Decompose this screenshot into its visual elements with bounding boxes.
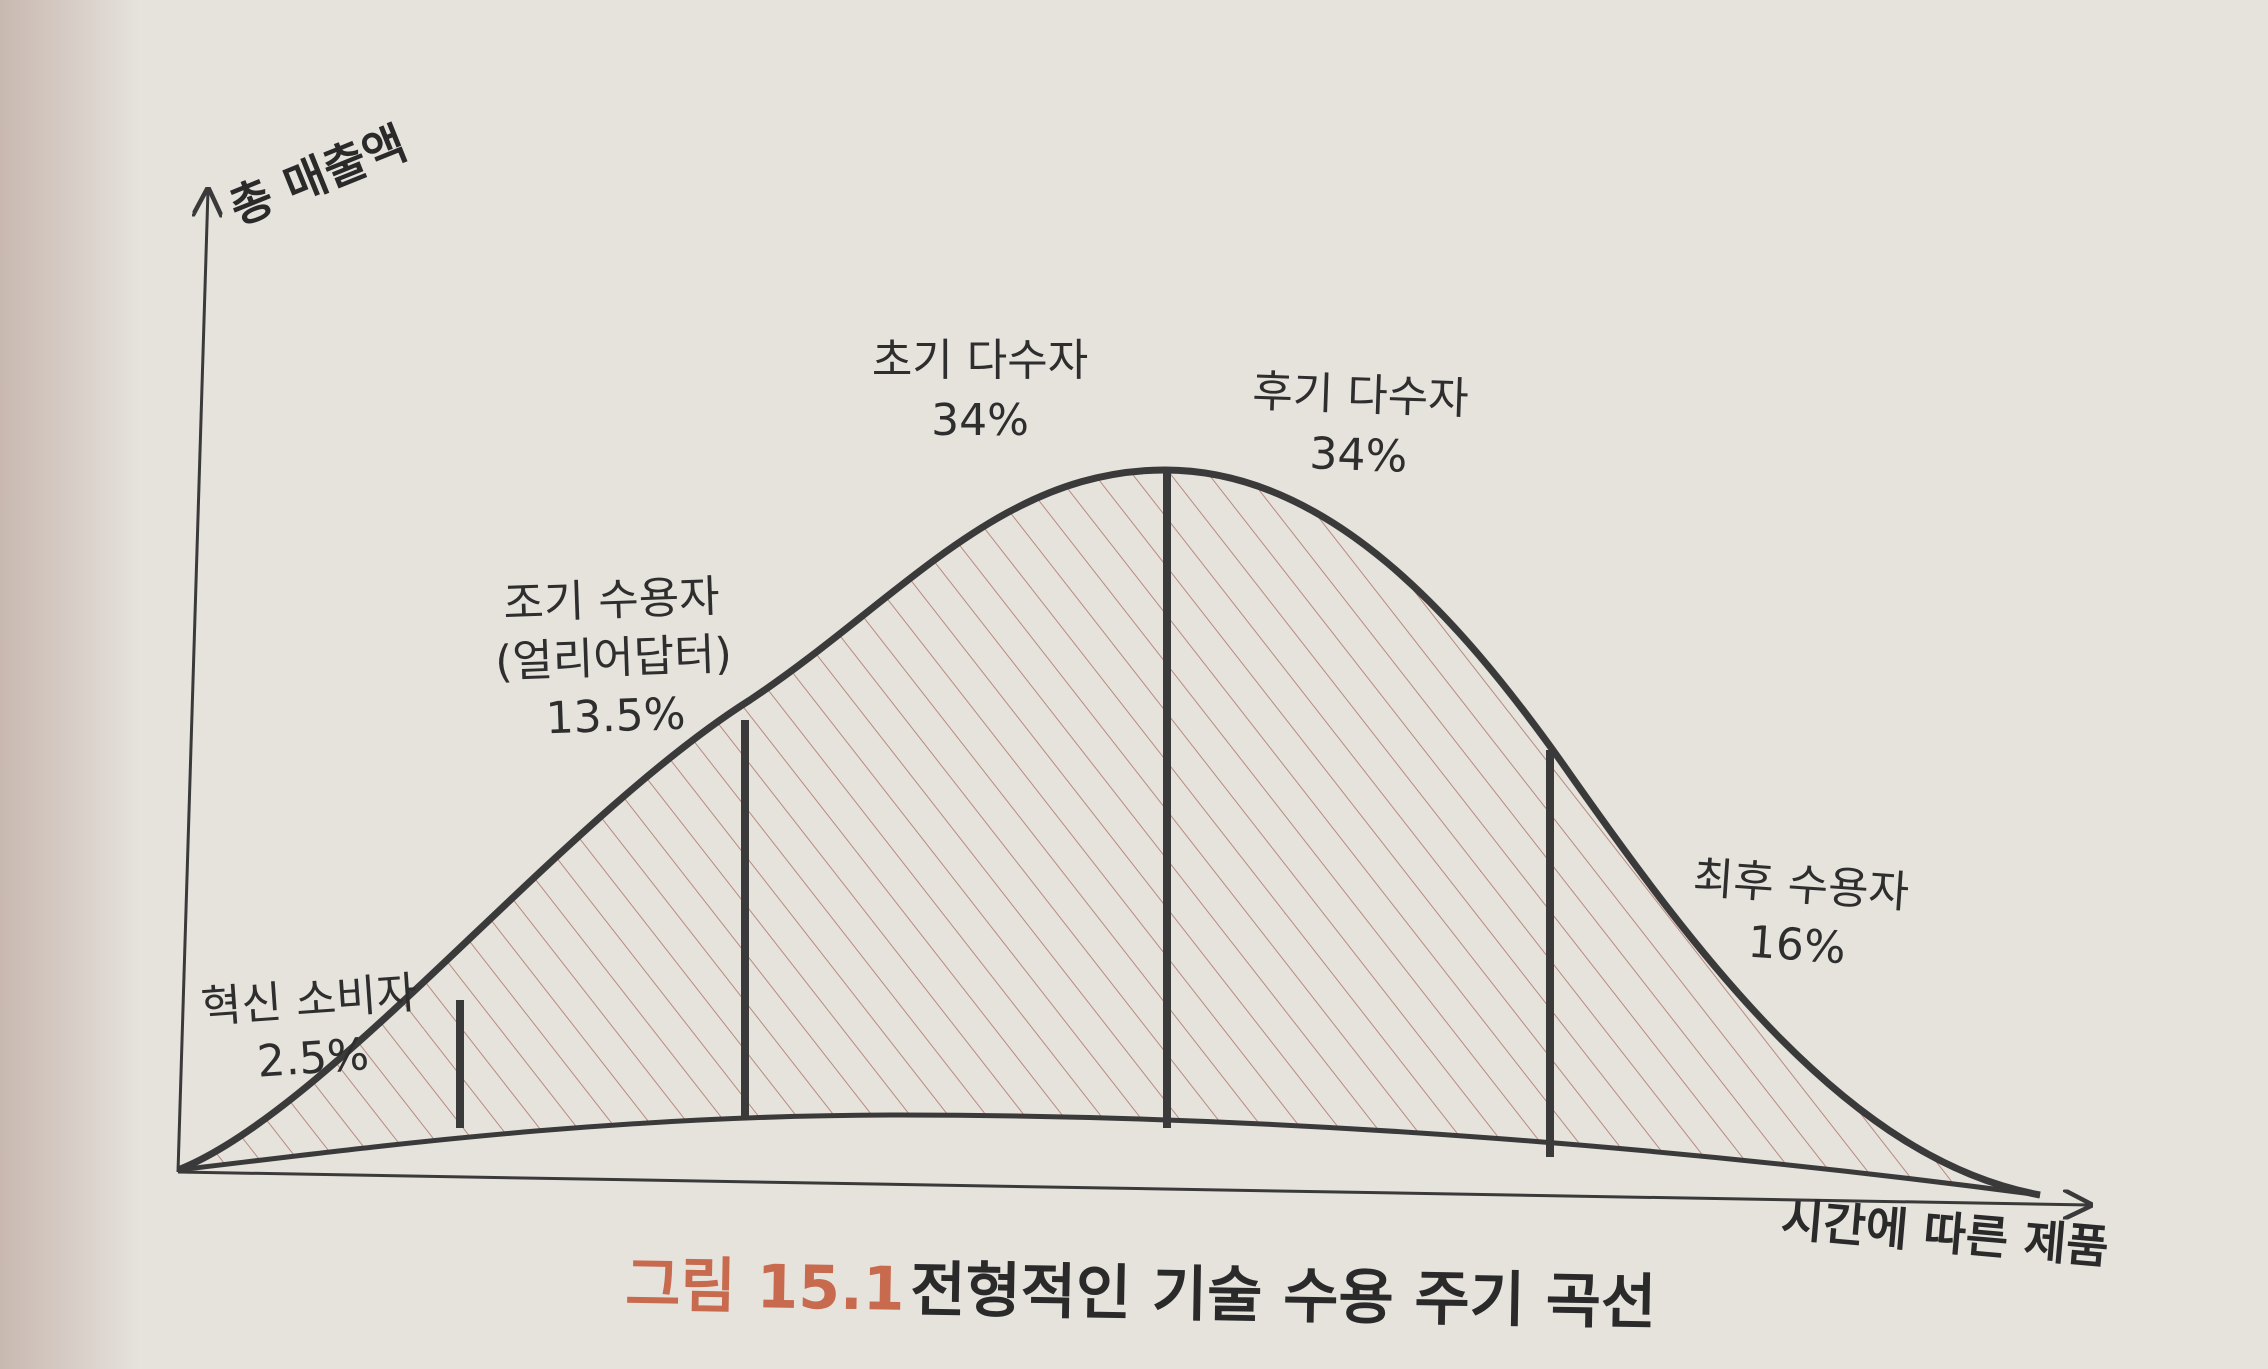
figure-caption: 그림 15.1 전형적인 기술 수용 주기 곡선 — [625, 1250, 1657, 1338]
segment-name: 초기 다수자 — [872, 335, 1088, 386]
caption-number: 그림 15.1 — [625, 1250, 906, 1325]
segment-early-majority: 초기 다수자 34% — [872, 335, 1088, 446]
caption-title: 전형적인 기술 수용 주기 곡선 — [910, 1255, 1657, 1338]
segment-percent: 16% — [1746, 917, 1847, 975]
segment-name: 조기 수용자 — [502, 571, 720, 630]
y-axis — [176, 190, 208, 1173]
segment-late-majority: 후기 다수자 34% — [1251, 366, 1469, 482]
segment-laggards: 최후 수용자 16% — [1691, 853, 1910, 975]
segment-name: 최후 수용자 — [1691, 853, 1910, 919]
segment-percent: 34% — [931, 395, 1029, 446]
segment-name: 후기 다수자 — [1251, 366, 1469, 425]
x-axis — [177, 1170, 2090, 1205]
segment-percent: 13.5% — [545, 689, 686, 745]
curve-area — [178, 470, 2040, 1195]
segment-sub: (얼리어답터) — [494, 629, 732, 688]
segment-early-adopters: 조기 수용자 (얼리어답터) 13.5% — [494, 571, 732, 745]
page-gutter — [0, 0, 140, 1369]
baseline-curve — [177, 1112, 2041, 1198]
y-axis-label: 총 매출액 — [222, 116, 414, 235]
segment-percent: 2.5% — [255, 1029, 370, 1088]
segment-percent: 34% — [1309, 428, 1409, 482]
